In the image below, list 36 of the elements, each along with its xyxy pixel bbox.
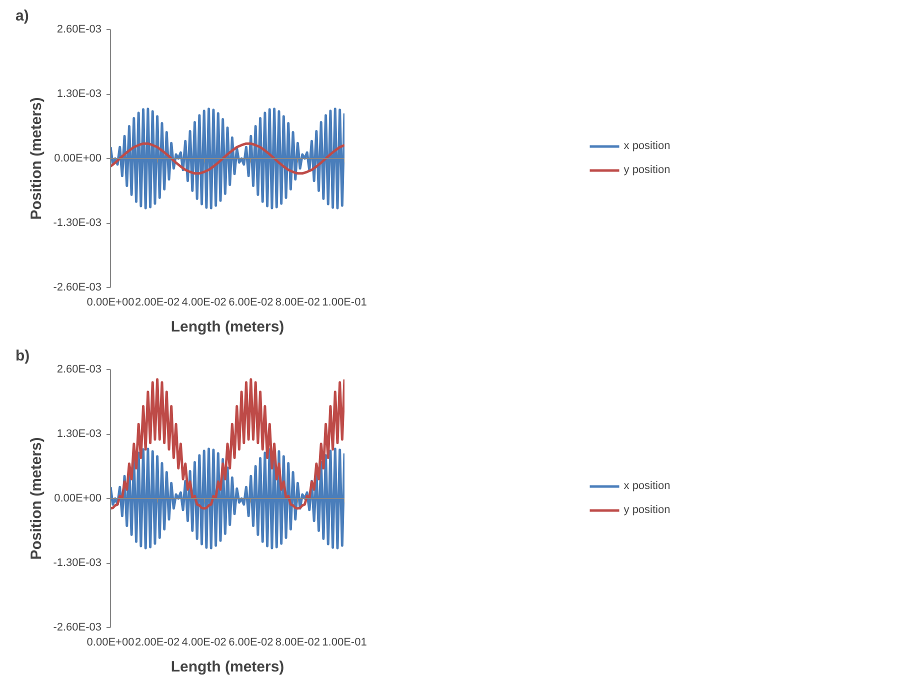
y-tick-label: 2.60E-03 (56, 24, 102, 36)
y-tick-label: 1.30E-03 (56, 88, 102, 100)
x-tick-label: 6.00E-02 (228, 636, 274, 648)
y-tick-label: -1.30E-03 (53, 217, 102, 229)
y-tick-label: -2.60E-03 (53, 622, 102, 634)
x-tick-label: 4.00E-02 (182, 636, 226, 648)
x-tick-label: 4.00E-02 (182, 296, 226, 308)
x-tick-label: 8.00E-02 (275, 296, 320, 308)
legend-label: y position (624, 504, 670, 516)
x-tick-label: 0.00E+00 (86, 636, 134, 648)
y-tick-label: 1.30E-03 (56, 428, 102, 440)
y-tick-label: 0.00E+00 (54, 152, 102, 164)
line-series (110, 142, 344, 175)
x-tick-label: 1.00E-01 (322, 296, 367, 308)
y-tick-label: 0.00E+00 (54, 492, 102, 504)
y-tick-label: 2.60E-03 (56, 364, 102, 376)
x-tick-label: 2.00E-02 (134, 636, 180, 648)
x-tick-label: 1.00E-01 (322, 636, 367, 648)
x-tick-label: 6.00E-02 (228, 296, 274, 308)
x-tick-label: 0.00E+00 (86, 296, 134, 308)
legend-label: x position (624, 480, 670, 492)
line-series (110, 448, 344, 550)
y-axis-title: Position (meters) (28, 437, 46, 560)
y-tick-label: -2.60E-03 (53, 282, 102, 294)
legend-label: y position (624, 164, 670, 176)
x-tick-label: 8.00E-02 (275, 636, 320, 648)
text: a) (16, 8, 29, 24)
line-series (110, 108, 344, 210)
x-axis-title: Length (meters) (170, 318, 284, 336)
line-series (110, 378, 344, 510)
y-axis-title: Position (meters) (28, 97, 46, 220)
x-axis-title: Length (meters) (170, 658, 284, 676)
y-tick-label: -1.30E-03 (53, 557, 102, 569)
legend-label: x position (624, 140, 670, 152)
text: b) (16, 348, 30, 364)
x-tick-label: 2.00E-02 (134, 296, 180, 308)
